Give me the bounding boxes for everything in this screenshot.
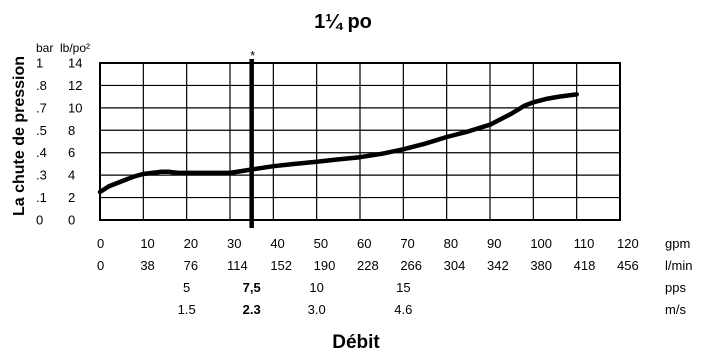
x-tick-pps: 10 xyxy=(309,280,323,295)
x-tick-lmin: 38 xyxy=(140,258,154,273)
x-tick-gpm: 80 xyxy=(444,236,458,251)
x-tick-gpm: 60 xyxy=(357,236,371,251)
x-tick-ms: 2.3 xyxy=(243,302,261,317)
x-tick-pps: 5 xyxy=(183,280,190,295)
x-axis-title: Débit xyxy=(332,332,380,353)
x-tick-ms: 1.5 xyxy=(178,302,196,317)
marker-label: * xyxy=(250,48,255,63)
y-tick-psi: 14 xyxy=(68,56,82,71)
y-tick-bar: .1 xyxy=(36,190,47,205)
series-line xyxy=(97,92,579,195)
y-tick-bar: 0 xyxy=(36,213,43,228)
x-tick-gpm: 0 xyxy=(97,236,104,251)
x-unit-label: m/s xyxy=(665,302,686,317)
y-tick-psi: 12 xyxy=(68,78,82,93)
y-tick-bar: .3 xyxy=(36,168,47,183)
x-tick-lmin: 418 xyxy=(574,258,596,273)
y-axis-title: La chute de pression xyxy=(11,56,28,216)
y-tick-psi: 6 xyxy=(68,145,75,160)
y-tick-psi: 8 xyxy=(68,123,75,138)
x-tick-lmin: 0 xyxy=(97,258,104,273)
x-tick-lmin: 228 xyxy=(357,258,379,273)
x-unit-label: gpm xyxy=(665,236,690,251)
x-tick-lmin: 456 xyxy=(617,258,639,273)
y-tick-bar: 1 xyxy=(36,56,43,71)
x-unit-label: l/min xyxy=(665,258,692,273)
x-tick-lmin: 342 xyxy=(487,258,509,273)
x-tick-gpm: 10 xyxy=(140,236,154,251)
x-tick-gpm: 90 xyxy=(487,236,501,251)
y-tick-bar: .4 xyxy=(36,145,47,160)
marker-group: * xyxy=(249,48,255,228)
x-tick-pps: 7,5 xyxy=(243,280,261,295)
series-group xyxy=(97,92,579,195)
x-tick-pps: 15 xyxy=(396,280,410,295)
y-tick-bar: .7 xyxy=(36,100,47,115)
y-tick-psi: 0 xyxy=(68,213,75,228)
y-ticks: 14 1 12 .8 10 .7 8 .5 6 .4 4 .3 2 .1 0 0 xyxy=(36,56,82,228)
x-tick-lmin: 114 xyxy=(227,258,248,273)
x-tick-gpm: 120 xyxy=(617,236,639,251)
chart-title: 1¼ po xyxy=(314,11,372,33)
x-tick-gpm: 100 xyxy=(530,236,552,251)
y-unit-bar: bar xyxy=(36,41,53,55)
x-tick-gpm: 40 xyxy=(270,236,284,251)
x-tick-ms: 3.0 xyxy=(308,302,326,317)
x-tick-gpm: 30 xyxy=(227,236,241,251)
y-tick-psi: 2 xyxy=(68,190,75,205)
x-tick-lmin: 380 xyxy=(530,258,552,273)
x-tick-lmin: 190 xyxy=(314,258,336,273)
y-tick-psi: 4 xyxy=(68,168,75,183)
y-tick-bar: .8 xyxy=(36,78,47,93)
y-unit-psi: lb/po² xyxy=(60,41,90,55)
x-tick-ms: 4.6 xyxy=(394,302,412,317)
x-tick-gpm: 110 xyxy=(574,236,595,251)
x-tick-lmin: 76 xyxy=(184,258,198,273)
y-tick-psi: 10 xyxy=(68,100,82,115)
y-tick-bar: .5 xyxy=(36,123,47,138)
x-tick-lmin: 152 xyxy=(270,258,292,273)
x-tick-gpm: 50 xyxy=(314,236,328,251)
x-tick-lmin: 266 xyxy=(400,258,422,273)
x-unit-label: pps xyxy=(665,280,686,295)
x-ticks: 0 10 20 30 40 50 60 70 80 90 100 110 120 0 38 76 114 152 1… xyxy=(97,236,692,317)
x-tick-gpm: 20 xyxy=(184,236,198,251)
x-tick-gpm: 70 xyxy=(400,236,414,251)
x-tick-lmin: 304 xyxy=(444,258,466,273)
grid xyxy=(99,62,621,221)
